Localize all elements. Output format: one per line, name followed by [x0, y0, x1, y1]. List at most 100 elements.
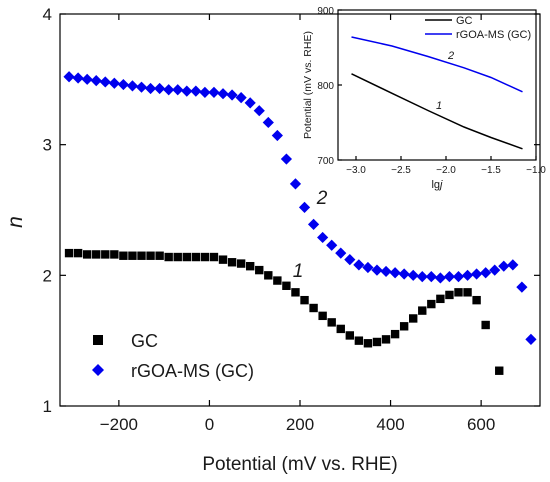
main-ticks: −200 0 200 400 600 1 2 3 4	[43, 5, 540, 434]
y-tick-label: 4	[43, 5, 52, 24]
data-point-gc	[146, 251, 155, 260]
data-point-gc	[309, 303, 318, 313]
x-tick-label: 0	[205, 415, 214, 434]
data-point-rgoa	[172, 84, 184, 96]
data-point-gc	[363, 339, 373, 348]
inset-x-tick-label: −1.5	[481, 165, 501, 176]
data-point-gc	[218, 255, 228, 264]
data-point-gc	[472, 295, 481, 305]
data-point-rgoa	[326, 239, 338, 251]
data-point-rgoa	[307, 218, 320, 230]
data-point-rgoa	[190, 85, 202, 97]
data-point-gc	[318, 311, 327, 321]
main-legend: GC rGOA-MS (GC)	[92, 331, 254, 381]
data-point-gc	[418, 306, 427, 315]
data-point-rgoa	[181, 85, 193, 97]
inset-y-tick-label: 700	[317, 156, 334, 167]
data-point-gc	[282, 281, 291, 290]
data-point-rgoa	[443, 271, 456, 283]
data-point-rgoa	[425, 271, 437, 283]
data-point-gc	[481, 320, 490, 330]
data-point-rgoa	[99, 76, 111, 88]
data-point-gc	[110, 250, 119, 259]
data-point-rgoa	[471, 268, 483, 280]
data-point-rgoa	[108, 77, 120, 89]
inset-legend-label-rgoa: rGOA-MS (GC)	[456, 29, 531, 41]
data-point-rgoa	[452, 271, 465, 283]
data-point-rgoa	[389, 267, 401, 279]
inset-annotation-1: 1	[436, 100, 442, 112]
data-point-rgoa	[461, 269, 474, 281]
data-point-gc	[255, 265, 264, 275]
inset-lines	[351, 36, 523, 150]
inset-x-tick-label: −3.0	[346, 165, 366, 176]
data-point-rgoa	[371, 264, 383, 276]
x-tick-label: 200	[286, 415, 314, 434]
inset-y-tick-label: 800	[317, 81, 334, 92]
data-point-rgoa	[344, 254, 356, 266]
data-point-gc	[454, 288, 463, 297]
data-point-gc	[92, 250, 101, 259]
data-point-gc	[354, 336, 364, 345]
data-point-gc	[345, 331, 355, 340]
data-point-rgoa	[253, 105, 265, 117]
data-point-gc	[381, 335, 391, 344]
inset-y-tick-label: 900	[317, 6, 334, 17]
inset-x-tick-label: −1.0	[526, 165, 546, 176]
data-point-gc	[182, 252, 191, 262]
data-point-rgoa	[516, 281, 528, 293]
data-point-rgoa	[498, 260, 510, 272]
data-point-rgoa	[208, 86, 220, 98]
data-point-rgoa	[244, 97, 256, 109]
data-point-rgoa	[126, 80, 139, 92]
data-point-gc	[291, 288, 300, 297]
data-point-rgoa	[199, 86, 211, 98]
data-point-gc	[101, 250, 110, 259]
y-tick-label: 3	[43, 136, 52, 155]
inset-line-gc	[351, 73, 523, 150]
data-point-rgoa	[489, 264, 501, 276]
data-point-rgoa	[434, 272, 446, 284]
data-point-gc	[155, 251, 164, 260]
inset-y-axis-label: Potential (mV vs. RHE)	[302, 31, 314, 139]
data-point-gc	[495, 366, 504, 375]
data-point-gc	[409, 314, 418, 323]
data-point-rgoa	[525, 333, 537, 345]
main-plot: −200 0 200 400 600 1 2 3 4 Potential (mV vs. RHE…	[4, 5, 541, 475]
x-tick-label: 600	[467, 415, 495, 434]
data-point-rgoa	[135, 81, 148, 93]
inset-x-tick-label: −2.0	[436, 165, 456, 176]
data-point-rgoa	[407, 269, 419, 281]
y-tick-label: 2	[43, 266, 52, 285]
data-point-gc	[236, 259, 246, 268]
main-points	[63, 71, 537, 375]
data-point-gc	[273, 276, 282, 285]
data-point-rgoa	[353, 259, 365, 271]
data-point-gc	[164, 252, 173, 262]
data-point-gc	[173, 252, 182, 262]
inset-legend: GC rGOA-MS (GC)	[425, 15, 531, 41]
x-tick-label: −200	[100, 415, 138, 434]
y-tick-label: 1	[43, 397, 52, 416]
main-annotation-2: 2	[316, 188, 328, 209]
data-point-gc	[463, 288, 472, 297]
data-point-gc	[64, 248, 74, 258]
data-point-gc	[137, 251, 146, 260]
data-point-gc	[300, 295, 309, 305]
data-point-gc	[128, 251, 137, 260]
data-point-rgoa	[289, 178, 302, 190]
data-point-gc	[264, 271, 273, 280]
data-point-rgoa	[271, 129, 283, 142]
data-point-rgoa	[81, 73, 93, 85]
data-point-rgoa	[90, 75, 102, 87]
data-point-gc	[209, 252, 219, 262]
data-point-rgoa	[480, 267, 492, 279]
inset-line-rgoa	[351, 36, 523, 93]
data-point-gc	[327, 318, 336, 327]
legend-label-rgoa: rGOA-MS (GC)	[131, 361, 254, 381]
inset-ticks: −3.0 −2.5 −2.0 −1.5 −1.0 700 800 900	[317, 6, 546, 176]
data-point-gc	[227, 258, 237, 267]
data-point-rgoa	[298, 201, 311, 213]
legend-marker-gc	[93, 335, 103, 345]
data-point-gc	[200, 252, 210, 262]
